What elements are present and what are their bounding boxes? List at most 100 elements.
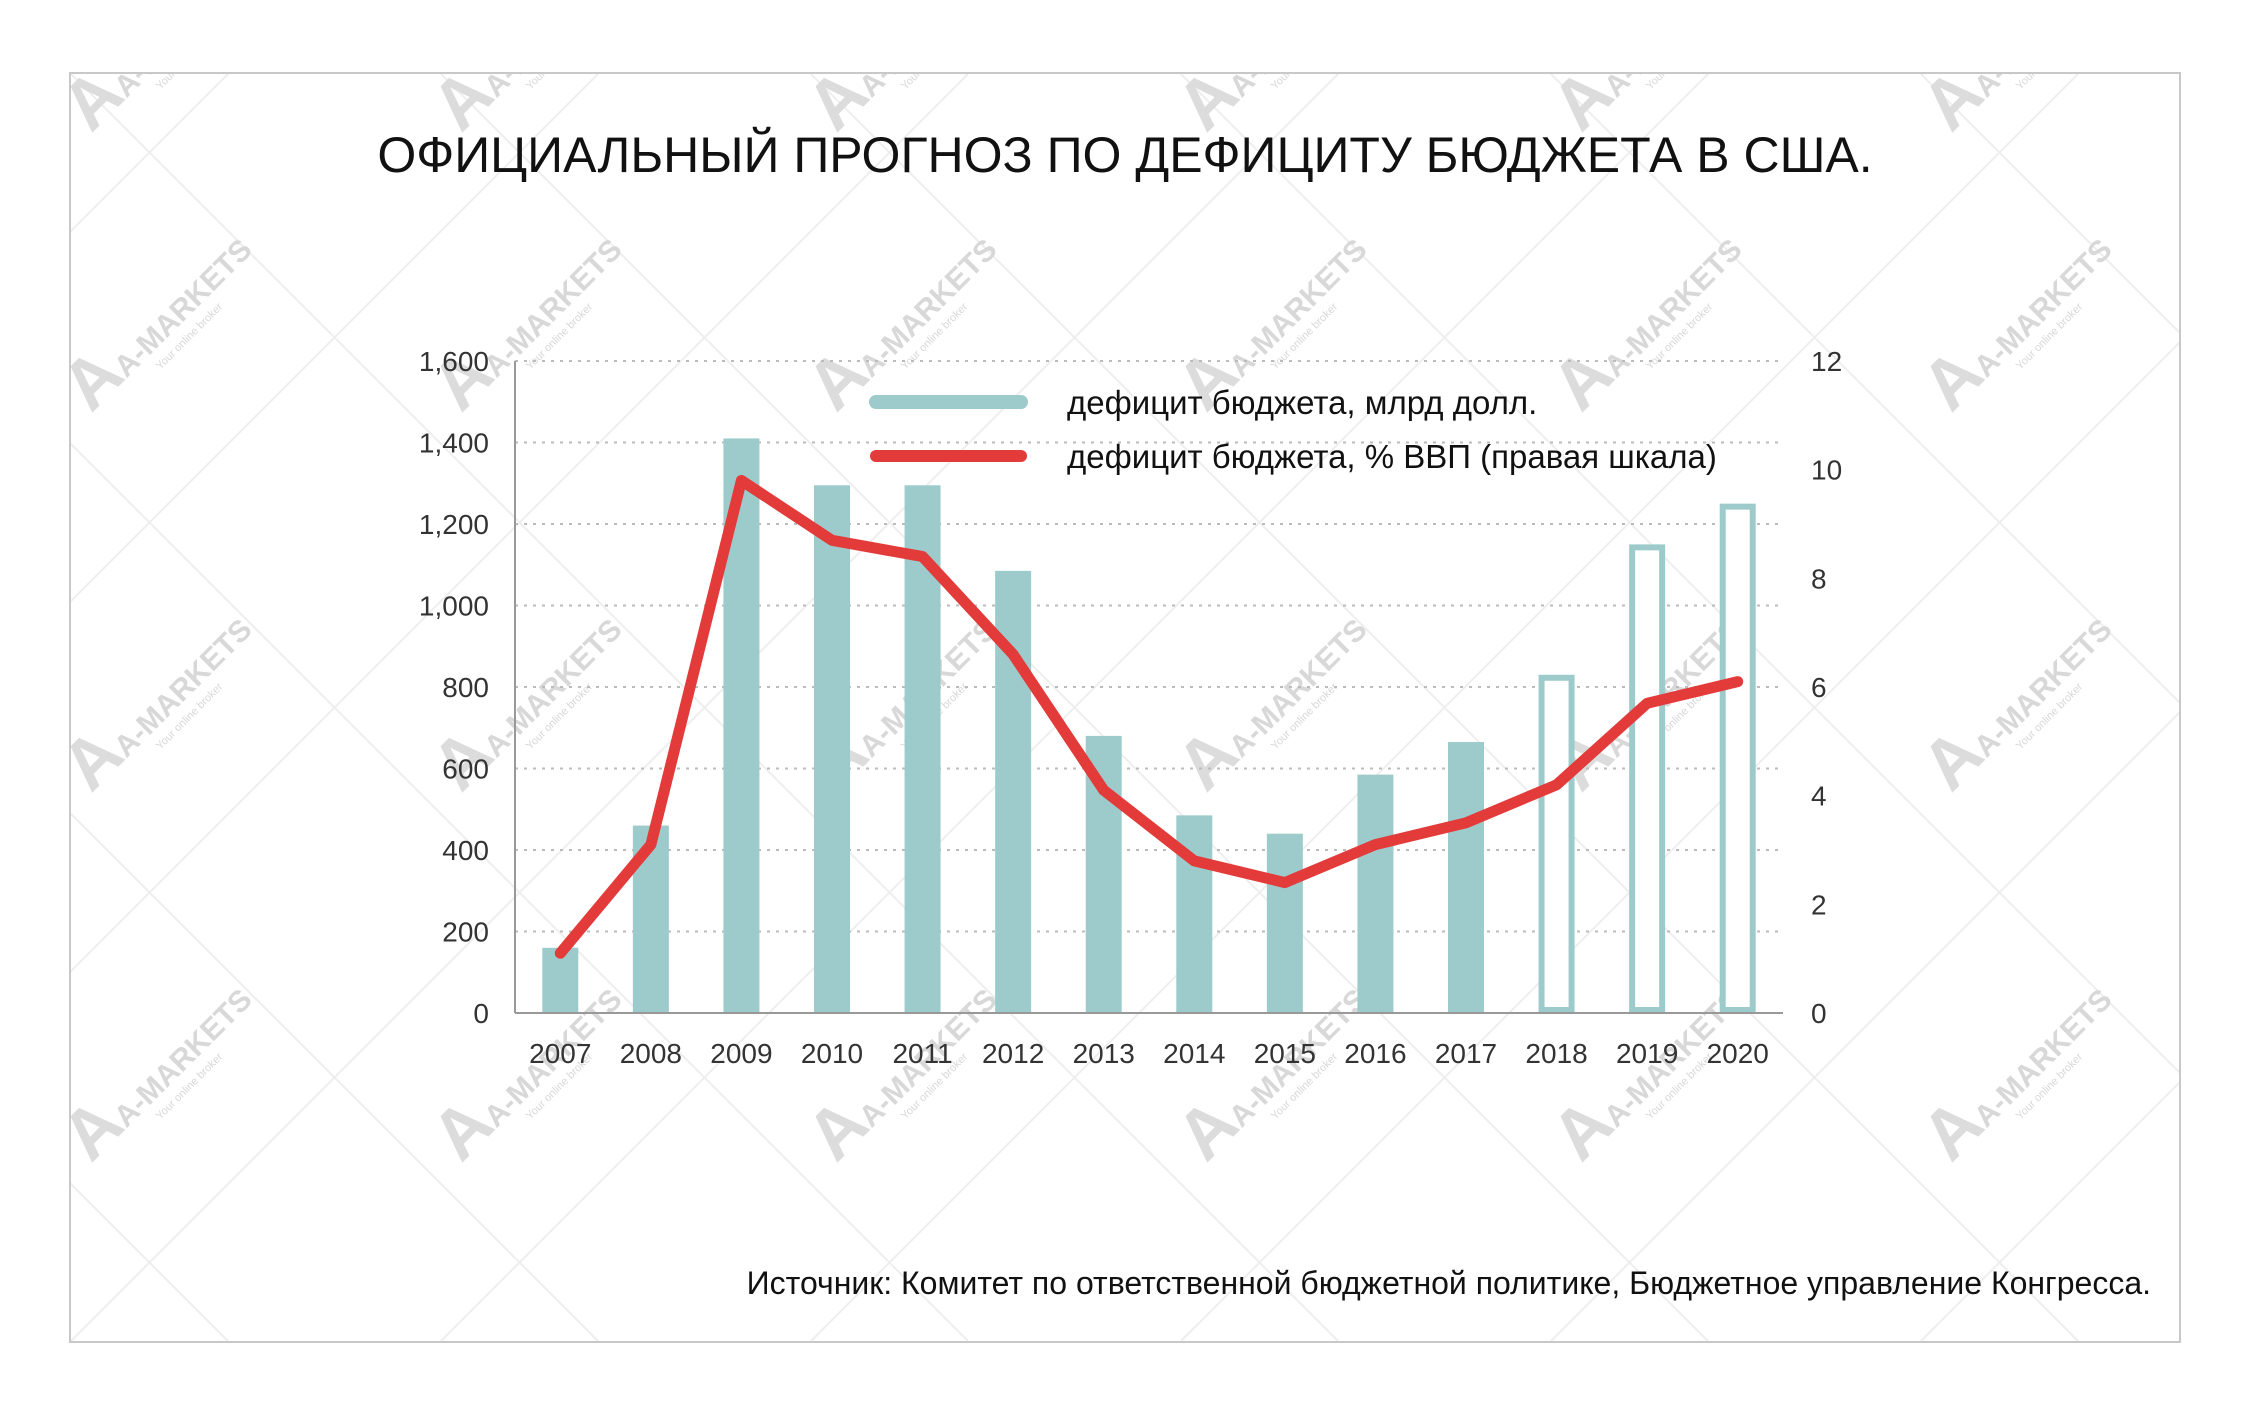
y-right-tick-label: 0: [1811, 998, 1827, 1029]
x-tick-label: 2007: [529, 1038, 591, 1069]
watermark-brand: A-MARKETS: [1223, 74, 1374, 104]
y-left-tick-label: 600: [442, 754, 489, 785]
watermark-diagonal: [440, 74, 1709, 1341]
x-tick-label: 2008: [620, 1038, 682, 1069]
line-point: [555, 948, 566, 959]
watermark-diagonal: [71, 74, 599, 603]
watermark-diagonal: [810, 74, 2079, 1341]
y-left-tick-label: 1,600: [419, 346, 489, 377]
watermark-brand: A-MARKETS: [1968, 983, 2119, 1134]
x-tick-label: 2016: [1344, 1038, 1406, 1069]
x-tick-label: 2020: [1707, 1038, 1769, 1069]
x-tick-label: 2010: [801, 1038, 863, 1069]
y-right-tick-label: 8: [1811, 563, 1827, 594]
watermark-brand: A-MARKETS: [108, 983, 259, 1134]
line-point: [1642, 698, 1653, 709]
y-left-tick-label: 1,000: [419, 591, 489, 622]
x-tick-label: 2011: [892, 1038, 952, 1069]
watermark-diagonal: [71, 812, 599, 1341]
y-right-tick-label: 10: [1811, 455, 1842, 486]
bar-forecast: [1719, 503, 1756, 1013]
line-point: [1461, 817, 1471, 828]
watermark-tagline: Your online broker: [524, 74, 596, 92]
watermark-diagonal: [71, 74, 1339, 1341]
watermark-tagline: Your online broker: [154, 74, 226, 92]
bar: [1448, 742, 1484, 1013]
x-tick-label: 2018: [1525, 1038, 1587, 1069]
watermark-diagonal: [1550, 711, 2179, 1341]
watermark-diagonal: [71, 74, 969, 973]
line-series: [554, 475, 1744, 959]
line-point: [1279, 877, 1290, 888]
x-tick-label: 2019: [1616, 1038, 1678, 1069]
y-left-tick-label: 1,200: [419, 509, 489, 540]
y-left-tick-label: 200: [442, 917, 489, 948]
line-point: [917, 551, 928, 562]
watermark-brand: A-MARKETS: [1598, 233, 1749, 384]
axis-layer: 0 200 400 600 800 1,000 1,200 1,400 1,600 0 2 4 6 8 10…: [419, 346, 1842, 1069]
y-left-tick-label: 400: [442, 835, 489, 866]
watermark-brand: A-MARKETS: [1968, 74, 2119, 104]
line-point: [1098, 785, 1109, 796]
chart-title: ОФИЦИАЛЬНЫЙ ПРОГНОЗ ПО ДЕФИЦИТУ БЮДЖЕТА …: [377, 126, 1872, 183]
x-tick-label: 2009: [710, 1038, 772, 1069]
y-left-tick-label: 0: [473, 998, 489, 1029]
legend-label-bars: дефицит бюджета, млрд долл.: [1067, 384, 1537, 421]
bar: [1266, 833, 1303, 1013]
watermark-brand: A-MARKETS: [478, 613, 629, 764]
bars-layer: [542, 438, 1756, 1014]
x-tick-label: 2012: [982, 1038, 1044, 1069]
line-point: [1189, 855, 1200, 866]
line-point: [1732, 676, 1743, 687]
x-tick-label: 2015: [1254, 1038, 1316, 1069]
line-point: [1008, 649, 1019, 660]
watermark-diagonal: [1180, 341, 2179, 1341]
watermark-brand: A-MARKETS: [1968, 233, 2119, 384]
bar-forecast: [1538, 674, 1575, 1014]
y-left-tick-label: 800: [442, 672, 489, 703]
watermark-diagonal: [1550, 74, 2179, 704]
y-right-tick-label: 12: [1811, 346, 1842, 377]
bar: [1357, 774, 1394, 1013]
x-tick-label: 2014: [1163, 1038, 1225, 1069]
y-right-tick-label: 6: [1811, 672, 1827, 703]
watermark-brand: A-MARKETS: [1223, 613, 1374, 764]
watermark-brand: A-MARKETS: [108, 74, 259, 104]
watermark-brand: A-MARKETS: [1598, 74, 1749, 104]
watermark-brand: A-MARKETS: [478, 74, 629, 104]
line-point: [1551, 779, 1562, 790]
line-point: [827, 535, 837, 546]
watermark-brand: A-MARKETS: [108, 613, 259, 764]
watermark-brand: A-MARKETS: [853, 74, 1004, 104]
x-tick-label: 2017: [1435, 1038, 1497, 1069]
watermark-brand: A-MARKETS: [1968, 613, 2119, 764]
watermark-diagonal: [1920, 74, 2179, 334]
y-right-tick-label: 2: [1811, 889, 1827, 920]
source-note: Источник: Комитет по ответственной бюдже…: [747, 1265, 2151, 1301]
legend-label-line: дефицит бюджета, % ВВП (правая шкала): [1067, 438, 1717, 475]
watermark-diagonal: [1920, 1081, 2179, 1341]
watermark-brand: A-MARKETS: [108, 233, 259, 384]
bar: [814, 485, 850, 1014]
bar-forecast: [1629, 544, 1666, 1013]
line-layer: [554, 475, 1744, 959]
line-point: [645, 839, 656, 850]
y-left-tick-label: 1,400: [419, 428, 489, 459]
y-right-tick-label: 4: [1811, 781, 1827, 812]
line-point: [736, 475, 747, 486]
